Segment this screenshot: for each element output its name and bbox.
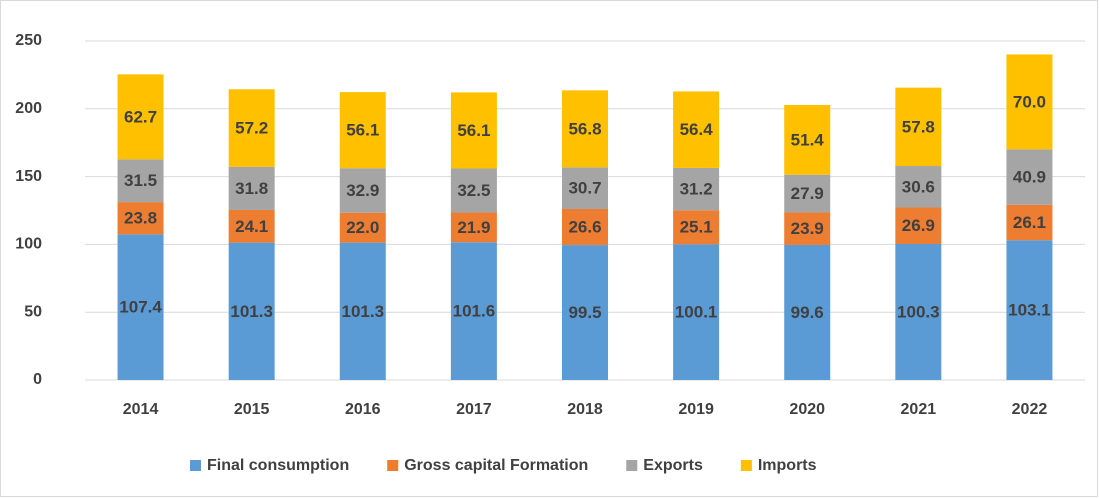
data-label: 62.7 (124, 107, 157, 126)
bar-segment (117, 202, 164, 235)
bar-segment (339, 92, 386, 169)
bar-segment (784, 212, 831, 245)
bar-segment (1006, 240, 1053, 380)
data-label: 70.0 (1013, 92, 1046, 111)
bar-segment (895, 207, 942, 244)
data-label: 21.9 (457, 218, 490, 237)
data-label: 25.1 (680, 218, 713, 237)
bar-segment (784, 174, 831, 213)
bar-segment (117, 74, 164, 160)
bar-segment (562, 245, 608, 380)
data-label: 99.6 (791, 303, 824, 322)
data-label: 31.5 (124, 171, 157, 190)
bar-segment (673, 244, 720, 380)
data-label: 26.9 (902, 216, 935, 235)
x-tick-label: 2016 (345, 401, 381, 418)
data-label: 31.8 (235, 179, 268, 198)
legend-swatch (626, 460, 638, 471)
y-tick-label: 150 (15, 168, 42, 185)
x-tick-label: 2022 (1012, 401, 1048, 418)
legend-swatch (387, 460, 399, 471)
bar-segment (339, 242, 386, 380)
bar-segment (450, 168, 497, 213)
data-label: 56.8 (568, 119, 601, 138)
data-label: 27.9 (791, 184, 824, 203)
y-tick-label: 50 (24, 303, 42, 320)
legend-swatch (740, 460, 752, 471)
legend-label: Gross capital Formation (404, 457, 588, 474)
data-label: 24.1 (235, 217, 268, 236)
data-label: 56.4 (680, 120, 714, 139)
data-label: 100.1 (675, 303, 718, 322)
bar-segment (450, 242, 497, 380)
data-label: 51.4 (791, 130, 825, 149)
data-label: 101.3 (342, 302, 385, 321)
data-label: 30.7 (568, 179, 601, 198)
x-tick-label: 2020 (789, 401, 825, 418)
y-tick-label: 100 (15, 236, 42, 253)
bar-segment (895, 87, 942, 167)
bar-segment (673, 167, 720, 211)
data-label: 31.2 (680, 180, 713, 199)
bar-segment (1006, 54, 1053, 150)
y-tick-label: 0 (33, 371, 42, 388)
bar-segment (1006, 204, 1053, 241)
data-label: 26.1 (1013, 213, 1046, 232)
bar-segment (228, 89, 275, 167)
data-label: 23.8 (124, 209, 157, 228)
bar-segment (339, 168, 386, 213)
data-label: 107.4 (119, 298, 162, 317)
data-label: 56.1 (346, 121, 379, 140)
legend-label: Imports (758, 457, 817, 474)
bar-segment (673, 210, 720, 245)
bar-segment (562, 167, 608, 210)
x-tick-label: 2015 (234, 401, 270, 418)
data-label: 57.2 (235, 119, 268, 138)
y-tick-label: 200 (15, 100, 42, 117)
y-tick-label: 250 (15, 32, 42, 49)
data-label: 22.0 (346, 218, 379, 237)
x-tick-label: 2021 (901, 401, 937, 418)
data-label: 30.6 (902, 177, 935, 196)
data-label: 100.3 (897, 302, 940, 321)
bar-segment (1006, 149, 1053, 205)
legend-label: Exports (643, 457, 703, 474)
bar-segment (895, 243, 942, 380)
bar-segment (895, 166, 942, 208)
bar-segment (784, 105, 831, 175)
x-tick-label: 2017 (456, 401, 492, 418)
data-label: 99.5 (568, 303, 601, 322)
x-tick-label: 2014 (123, 401, 159, 418)
bar-segment (117, 234, 164, 380)
legend-swatch (190, 460, 201, 471)
bar-segment (450, 212, 497, 243)
bar-segment (117, 159, 164, 203)
data-label: 26.6 (568, 218, 601, 237)
bar-segment (228, 166, 275, 210)
bar-segment (562, 209, 608, 246)
bar-segment (562, 90, 608, 168)
data-label: 57.8 (902, 117, 935, 136)
bar-segment (673, 91, 720, 168)
data-label: 23.9 (791, 219, 824, 238)
bar-segment (339, 212, 386, 243)
data-label: 103.1 (1008, 301, 1051, 320)
x-tick-label: 2018 (567, 401, 603, 418)
legend-label: Final consumption (207, 457, 349, 474)
x-tick-label: 2019 (678, 401, 714, 418)
data-label: 101.3 (230, 302, 273, 321)
data-label: 101.6 (453, 302, 496, 321)
data-label: 32.9 (346, 181, 379, 200)
data-label: 40.9 (1013, 168, 1046, 187)
data-label: 56.1 (457, 121, 490, 140)
bar-segment (228, 242, 275, 380)
bar-segment (450, 92, 497, 169)
bar-segment (228, 209, 275, 243)
bar-segment (784, 244, 831, 380)
data-label: 32.5 (457, 181, 490, 200)
